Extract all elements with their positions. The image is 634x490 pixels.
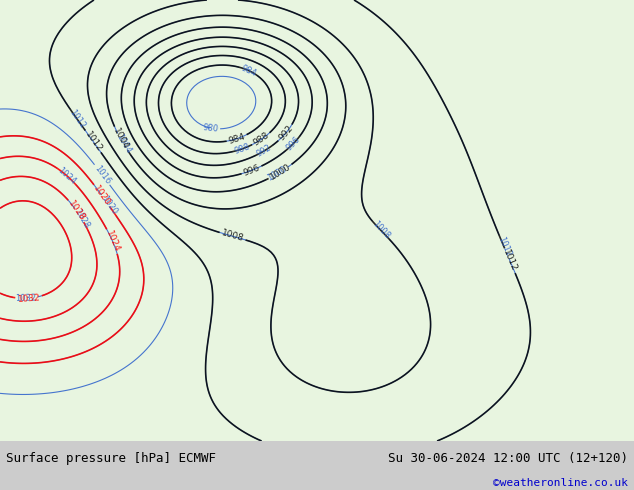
Text: 984: 984	[240, 63, 257, 78]
Text: 996: 996	[284, 135, 302, 153]
Text: 1012: 1012	[496, 235, 512, 258]
Text: 1020: 1020	[99, 194, 119, 217]
Text: 1024: 1024	[56, 166, 78, 186]
Text: 980: 980	[202, 122, 219, 133]
Text: 992: 992	[256, 143, 273, 159]
Text: 1008: 1008	[220, 229, 245, 244]
Text: 1028: 1028	[73, 208, 91, 230]
Text: 1032: 1032	[17, 293, 41, 304]
Text: 1012: 1012	[83, 129, 103, 153]
Text: 988: 988	[233, 142, 251, 156]
Text: 1028: 1028	[66, 199, 87, 223]
Text: 1024: 1024	[104, 229, 121, 253]
Text: 984: 984	[228, 132, 247, 146]
Text: 1016: 1016	[92, 164, 112, 186]
Text: 1004: 1004	[111, 126, 130, 151]
Text: 1012: 1012	[501, 248, 519, 273]
Text: ©weatheronline.co.uk: ©weatheronline.co.uk	[493, 478, 628, 488]
Text: 1020: 1020	[91, 184, 112, 208]
Text: 1000: 1000	[266, 165, 288, 183]
Text: 988: 988	[252, 131, 271, 148]
Text: 1012: 1012	[67, 108, 87, 130]
Text: Surface pressure [hPa] ECMWF: Surface pressure [hPa] ECMWF	[6, 452, 216, 465]
Text: 1004: 1004	[115, 133, 133, 155]
Text: 1008: 1008	[370, 220, 391, 241]
Text: 996: 996	[242, 163, 261, 177]
Text: 992: 992	[277, 123, 295, 143]
Text: Su 30-06-2024 12:00 UTC (12+120): Su 30-06-2024 12:00 UTC (12+120)	[387, 452, 628, 465]
Text: 1000: 1000	[268, 162, 292, 182]
Text: 1032: 1032	[15, 294, 36, 303]
